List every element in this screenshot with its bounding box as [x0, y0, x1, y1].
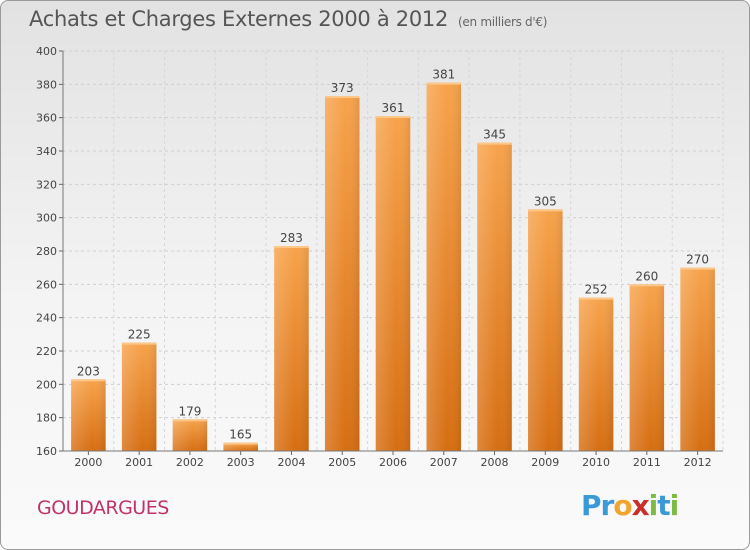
x-tick-label: 2007 — [430, 456, 458, 469]
x-tick-label: 2005 — [328, 456, 356, 469]
bar-shade — [324, 96, 360, 451]
logo-letter: i — [669, 489, 680, 522]
bar-value-label: 260 — [635, 269, 658, 283]
bar-shade — [426, 82, 462, 452]
bar-shade — [121, 342, 157, 451]
bar-value-label: 179 — [178, 404, 201, 418]
logo-letter: x — [631, 489, 650, 522]
bar-shade — [477, 142, 512, 451]
bar-value-label: 305 — [534, 194, 557, 208]
x-tick-label: 2001 — [125, 456, 153, 469]
y-tick-label: 260 — [36, 278, 57, 291]
bar-value-label: 373 — [331, 81, 354, 95]
x-tick-label: 2003 — [227, 456, 255, 469]
bar-top-highlight — [426, 82, 462, 85]
y-tick-label: 380 — [36, 78, 57, 91]
logo-letter: r — [600, 489, 615, 522]
bar-value-label: 381 — [432, 68, 455, 82]
y-tick-label: 240 — [36, 312, 57, 325]
bar-top-highlight — [680, 267, 715, 270]
logo-letter: i — [648, 489, 659, 522]
bar-value-label: 203 — [77, 364, 100, 378]
chart-title: Achats et Charges Externes 2000 à 2012 (e… — [29, 7, 547, 31]
bar-shade — [680, 267, 715, 451]
bar-shade — [528, 209, 563, 451]
bar-top-highlight — [477, 142, 512, 145]
bar-value-label: 283 — [280, 231, 303, 245]
x-tick-label: 2000 — [74, 456, 102, 469]
x-tick-label: 2002 — [176, 456, 204, 469]
bar-top-highlight — [528, 209, 563, 212]
bar-shade — [375, 116, 411, 451]
y-tick-label: 220 — [36, 345, 57, 358]
logo-letter: P — [581, 489, 602, 522]
bar-top-highlight — [578, 297, 614, 300]
logo-letter: t — [657, 489, 670, 522]
bar-top-highlight — [71, 379, 106, 382]
proxiti-logo[interactable]: Proxiti — [581, 489, 680, 522]
x-tick-label: 2011 — [633, 456, 661, 469]
x-tick-label: 2008 — [481, 456, 509, 469]
x-tick-label: 2009 — [531, 456, 559, 469]
bar-top-highlight — [172, 419, 208, 422]
y-tick-label: 280 — [36, 245, 57, 258]
bar-top-highlight — [121, 342, 157, 345]
bar-shade — [578, 297, 614, 451]
y-tick-label: 400 — [36, 45, 57, 58]
x-tick-label: 2012 — [684, 456, 712, 469]
axis-layer: 160 180 200 220 240 260 280 300 320 340 360 380 400 2… — [36, 45, 723, 469]
y-tick-label: 200 — [36, 378, 57, 391]
y-tick-label: 320 — [36, 178, 57, 191]
x-tick-label: 2004 — [277, 456, 305, 469]
bar-value-label: 252 — [585, 283, 608, 297]
bars-layer: 203 225 179 165 283 373 361 381 345 305 252 260 270 — [71, 68, 715, 452]
chart-subtitle: (en milliers d'€) — [458, 15, 548, 29]
y-tick-label: 160 — [36, 445, 57, 458]
town-name: GOUDARGUES — [37, 497, 169, 519]
logo-letter: o — [613, 489, 632, 522]
bar-shade — [223, 442, 258, 451]
y-tick-label: 180 — [36, 412, 57, 425]
x-tick-label: 2010 — [582, 456, 610, 469]
bar-value-label: 345 — [483, 128, 506, 142]
x-tick-label: 2006 — [379, 456, 407, 469]
y-tick-label: 340 — [36, 145, 57, 158]
bar-value-label: 361 — [382, 101, 405, 115]
bar-top-highlight — [274, 246, 309, 248]
bar-value-label: 165 — [229, 428, 252, 442]
bar-shade — [274, 246, 309, 451]
y-tick-label: 300 — [36, 212, 57, 225]
bar-shade — [629, 284, 665, 451]
y-tick-label: 360 — [36, 112, 57, 125]
bar-shade — [71, 379, 106, 451]
bar-top-highlight — [375, 116, 411, 118]
bar-top-highlight — [324, 96, 360, 98]
bar-top-highlight — [629, 284, 665, 287]
chart-title-text: Achats et Charges Externes 2000 à 2012 — [29, 7, 449, 31]
bar-value-label: 225 — [128, 328, 151, 342]
bar-top-highlight — [223, 442, 258, 445]
bar-value-label: 270 — [686, 253, 709, 267]
bar-shade — [172, 419, 208, 451]
